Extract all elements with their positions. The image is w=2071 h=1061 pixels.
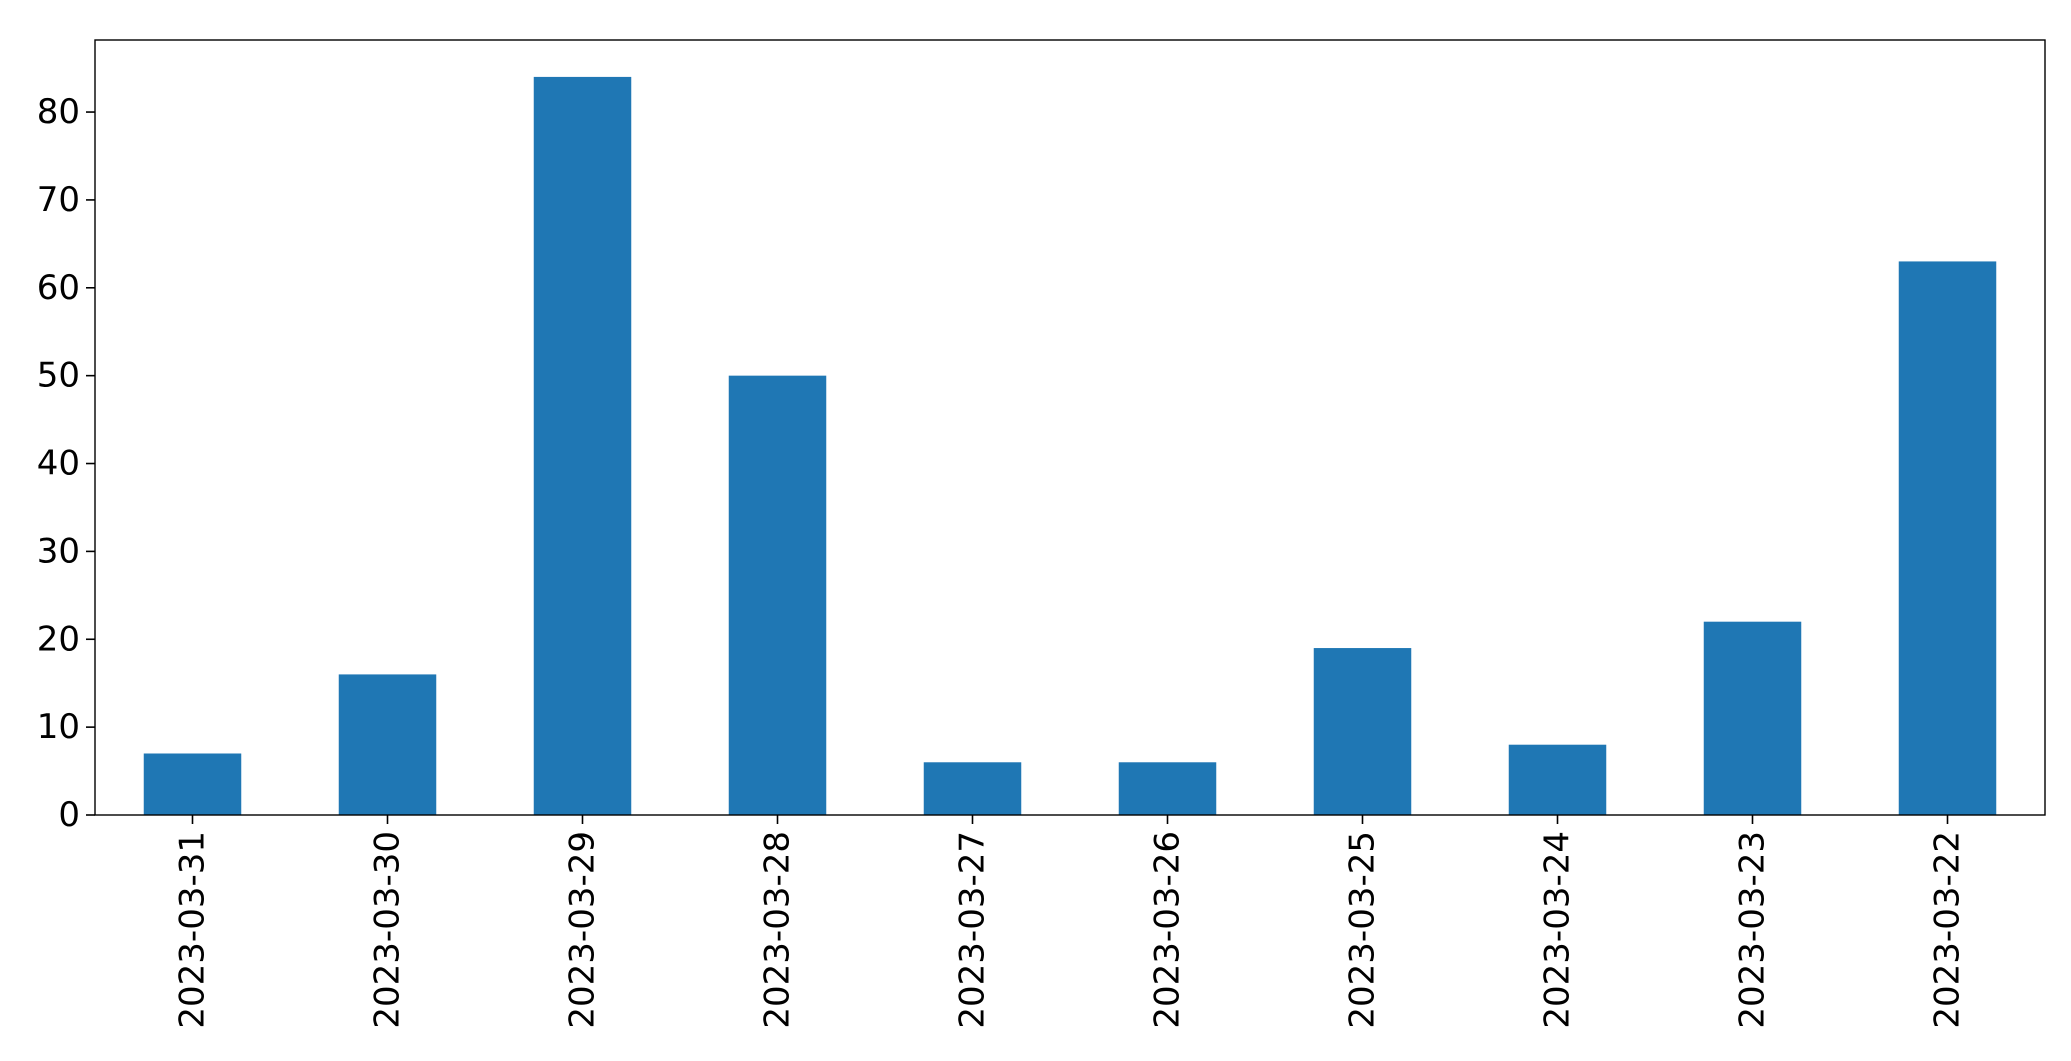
bar-2023-03-24 bbox=[1508, 744, 1607, 815]
x-tick-label: 2023-03-27 bbox=[953, 831, 993, 1029]
bar-2023-03-26 bbox=[1118, 762, 1217, 815]
y-tick-label: 50 bbox=[37, 356, 80, 396]
y-tick-label: 60 bbox=[37, 268, 80, 308]
y-tick-label: 30 bbox=[37, 531, 80, 571]
bars-layer bbox=[143, 76, 1997, 815]
bar-2023-03-29 bbox=[533, 76, 632, 815]
y-tick-label: 40 bbox=[37, 444, 80, 484]
y-axis: 0 10 20 30 40 50 60 70 80 bbox=[37, 92, 95, 835]
bar-2023-03-28 bbox=[728, 375, 827, 815]
bar-2023-03-27 bbox=[923, 762, 1022, 815]
x-tick-label: 2023-03-23 bbox=[1733, 831, 1773, 1029]
x-tick-label: 2023-03-28 bbox=[758, 831, 798, 1029]
x-tick-label: 2023-03-29 bbox=[563, 831, 603, 1029]
x-tick-label: 2023-03-26 bbox=[1148, 831, 1188, 1029]
y-tick-label: 70 bbox=[37, 180, 80, 220]
plot-area-frame bbox=[94, 39, 2046, 816]
x-tick-label: 2023-03-24 bbox=[1538, 831, 1578, 1029]
bar-2023-03-22 bbox=[1898, 261, 1997, 815]
bar-2023-03-23 bbox=[1703, 621, 1802, 815]
x-tick-label: 2023-03-22 bbox=[1928, 831, 1968, 1029]
x-tick-label: 2023-03-25 bbox=[1343, 831, 1383, 1029]
x-tick-label: 2023-03-31 bbox=[173, 831, 213, 1029]
y-tick-label: 20 bbox=[37, 619, 80, 659]
bar-2023-03-31 bbox=[143, 753, 242, 815]
y-tick-label: 0 bbox=[58, 795, 80, 835]
y-tick-label: 80 bbox=[37, 92, 80, 132]
x-axis: 2023-03-31 2023-03-30 2023-03-29 2023-03-28… bbox=[173, 815, 1968, 1029]
bar-2023-03-25 bbox=[1313, 648, 1412, 815]
bar-2023-03-30 bbox=[338, 674, 437, 815]
y-tick-label: 10 bbox=[37, 707, 80, 747]
x-tick-label: 2023-03-30 bbox=[368, 831, 408, 1029]
